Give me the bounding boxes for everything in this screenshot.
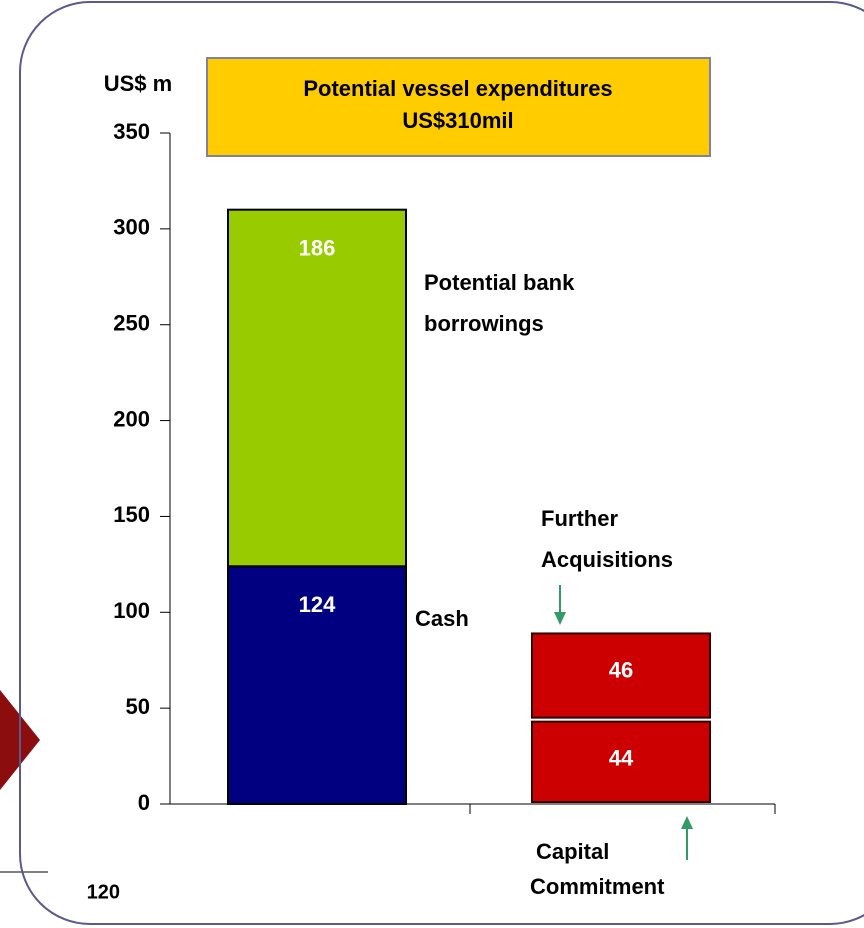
fragment-label: 120 (87, 881, 120, 903)
annotation: Commitment (530, 874, 665, 899)
y-tick-label: 100 (113, 598, 150, 623)
annotation: Capital (536, 839, 609, 864)
chart-title: US$310mil (402, 108, 513, 133)
bar-segment (531, 720, 711, 803)
annotation: borrowings (424, 311, 544, 336)
annotation: Further (541, 506, 618, 531)
annotation: Potential bank (424, 270, 575, 295)
value-label: 186 (299, 235, 336, 260)
arrow-head (681, 816, 693, 829)
y-tick-label: 250 (113, 311, 150, 336)
y-tick-label: 200 (113, 406, 150, 431)
value-label: 124 (299, 592, 336, 617)
annotation: Cash (415, 606, 469, 631)
frame (19, 1, 864, 925)
bar-segment (227, 565, 407, 805)
y-tick-label: 300 (113, 215, 150, 240)
value-label: 44 (609, 745, 634, 770)
bar-segment (227, 208, 407, 568)
y-tick-label: 150 (113, 502, 150, 527)
y-tick-label: 350 (113, 119, 150, 144)
value-label: 46 (609, 657, 633, 682)
y-axis-label: US$ m (104, 71, 172, 96)
title-box (206, 57, 711, 157)
chart-title: Potential vessel expenditures (303, 76, 612, 101)
arrow-head (554, 612, 566, 625)
arrows (554, 585, 693, 860)
annotation: Acquisitions (541, 547, 673, 572)
bar-segment (531, 632, 711, 719)
y-tick-label: 0 (138, 790, 150, 815)
y-tick-label: 50 (126, 694, 150, 719)
